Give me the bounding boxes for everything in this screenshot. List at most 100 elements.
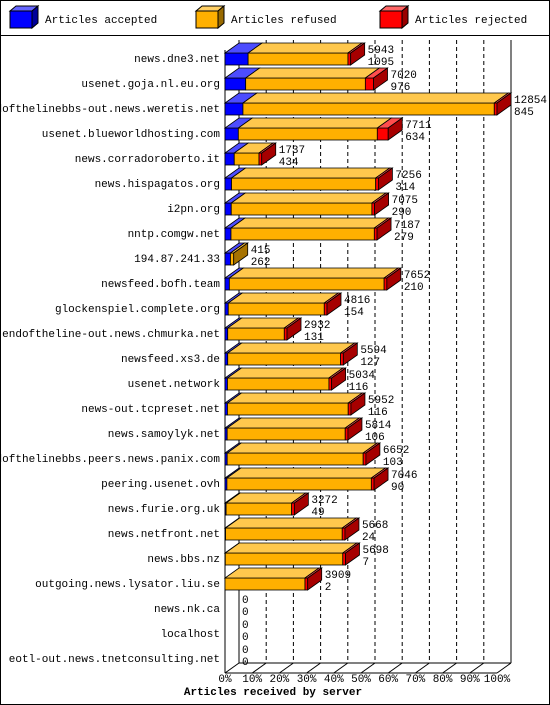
y-tick-label: localhost [161, 629, 220, 641]
bar-top [225, 417, 361, 429]
bar-front [344, 427, 349, 441]
total-label: 3909 [325, 570, 351, 582]
bar-top [225, 442, 379, 454]
y-tick-label: news.furie.org.uk [108, 504, 221, 516]
bar-segment [225, 467, 387, 491]
accepted-label: 131 [304, 332, 324, 344]
y-tick-label: news.corradoroberto.it [75, 154, 220, 166]
x-tick-label: 0% [218, 674, 232, 686]
bar-side [344, 517, 360, 541]
legend-item: Articles rejected [378, 4, 527, 30]
total-label: 7652 [404, 270, 430, 282]
bar-segment [229, 217, 390, 241]
accepted-label: 0 [242, 657, 249, 669]
y-tick-label: eotl-out.news.tnetconsulting.net [9, 654, 220, 666]
total-label: 6652 [383, 445, 409, 457]
x-tick-label: 70% [405, 674, 425, 686]
bar-front [224, 327, 229, 341]
accepted-label: 106 [365, 432, 385, 444]
x-tick-label: 30% [297, 674, 317, 686]
bar-segment [226, 392, 364, 416]
accepted-label: 976 [391, 82, 411, 94]
y-tick-label: endoftheline-out.news.chmurka.net [2, 329, 220, 341]
x-tick-label: 60% [378, 674, 398, 686]
bar-front [242, 102, 495, 116]
bar-segment [364, 67, 389, 91]
bar-front [283, 327, 288, 341]
x-tick-label: 90% [460, 674, 480, 686]
bar-front [370, 477, 375, 491]
accepted-label: 262 [251, 257, 271, 269]
y-tick-label: glockenspiel.complete.org [55, 304, 220, 316]
bar-front [230, 252, 235, 266]
bar-segment [290, 492, 310, 516]
bar-segment [225, 442, 379, 466]
total-label: 7187 [394, 220, 420, 232]
bar-top [241, 92, 510, 104]
y-tick-label: usenet.network [128, 379, 221, 391]
bar-segment [229, 242, 249, 266]
bar-segment [346, 42, 366, 66]
bar-side [365, 442, 381, 466]
bar-front [342, 552, 346, 566]
x-tick [360, 662, 376, 674]
accepted-label: 127 [360, 357, 380, 369]
accepted-label: 154 [344, 307, 364, 319]
bar-segment [339, 342, 359, 366]
y-tick-label: peering.usenet.ovh [101, 479, 220, 491]
bar-segment [230, 192, 388, 216]
total-label: 7711 [405, 120, 432, 132]
y-tick-label: endofthelinebbs-out.news.weretis.net [0, 104, 220, 116]
bar-front [224, 252, 231, 266]
bar-front [225, 502, 293, 516]
legend-item: Articles accepted [8, 4, 157, 30]
y-tick-label: 194.87.241.33 [134, 254, 220, 266]
bar-top [226, 342, 356, 354]
y-tick-label: outgoing.news.lysator.liu.se [35, 579, 220, 591]
accepted-label: 0 [242, 632, 249, 644]
bar-top [246, 42, 364, 54]
legend-swatch-side [31, 4, 39, 30]
x-tick [415, 662, 430, 674]
bar-front [383, 277, 388, 291]
bar-segment [370, 467, 390, 491]
x-tick-label: 100% [484, 674, 511, 686]
accepted-label: 279 [394, 232, 414, 244]
bar-segment [376, 117, 404, 141]
total-label: 5814 [365, 420, 392, 432]
y-tick-label: news.dne3.net [134, 54, 220, 66]
total-label: 7256 [395, 170, 421, 182]
total-label: 5668 [362, 520, 388, 532]
bar-segment [341, 542, 361, 566]
accepted-label: 103 [383, 457, 403, 469]
y-tick-label: newsfeed.bofh.team [101, 279, 220, 291]
bar-top [226, 392, 364, 404]
y-tick-label: usenet.goja.nl.eu.org [81, 79, 220, 91]
bar-side [350, 42, 366, 66]
bar-side [378, 167, 393, 191]
bar-side [261, 142, 277, 166]
bar-front [224, 302, 229, 316]
bar-front [233, 152, 260, 166]
y-tick-label: news.hispagatos.org [95, 179, 220, 191]
total-label: 0 [242, 620, 249, 632]
bar-segment [327, 367, 347, 391]
bar-top [228, 267, 400, 279]
bar-segment [246, 42, 364, 66]
total-label: 0 [242, 595, 249, 607]
accepted-label: 1095 [368, 57, 394, 69]
bar-segment [257, 142, 277, 166]
bar-segment [493, 92, 513, 116]
bar-side [345, 542, 360, 566]
bar-side [286, 317, 302, 341]
bar-segment [226, 317, 300, 341]
bar-front [226, 477, 372, 491]
bar-front [347, 402, 352, 416]
bar-front [362, 452, 367, 466]
bar-front [231, 177, 377, 191]
bar-side [326, 292, 342, 316]
y-tick-label: news.bbs.nz [147, 554, 220, 566]
bar-front [224, 52, 249, 66]
bar-front [493, 102, 498, 116]
bar-front [328, 377, 333, 391]
